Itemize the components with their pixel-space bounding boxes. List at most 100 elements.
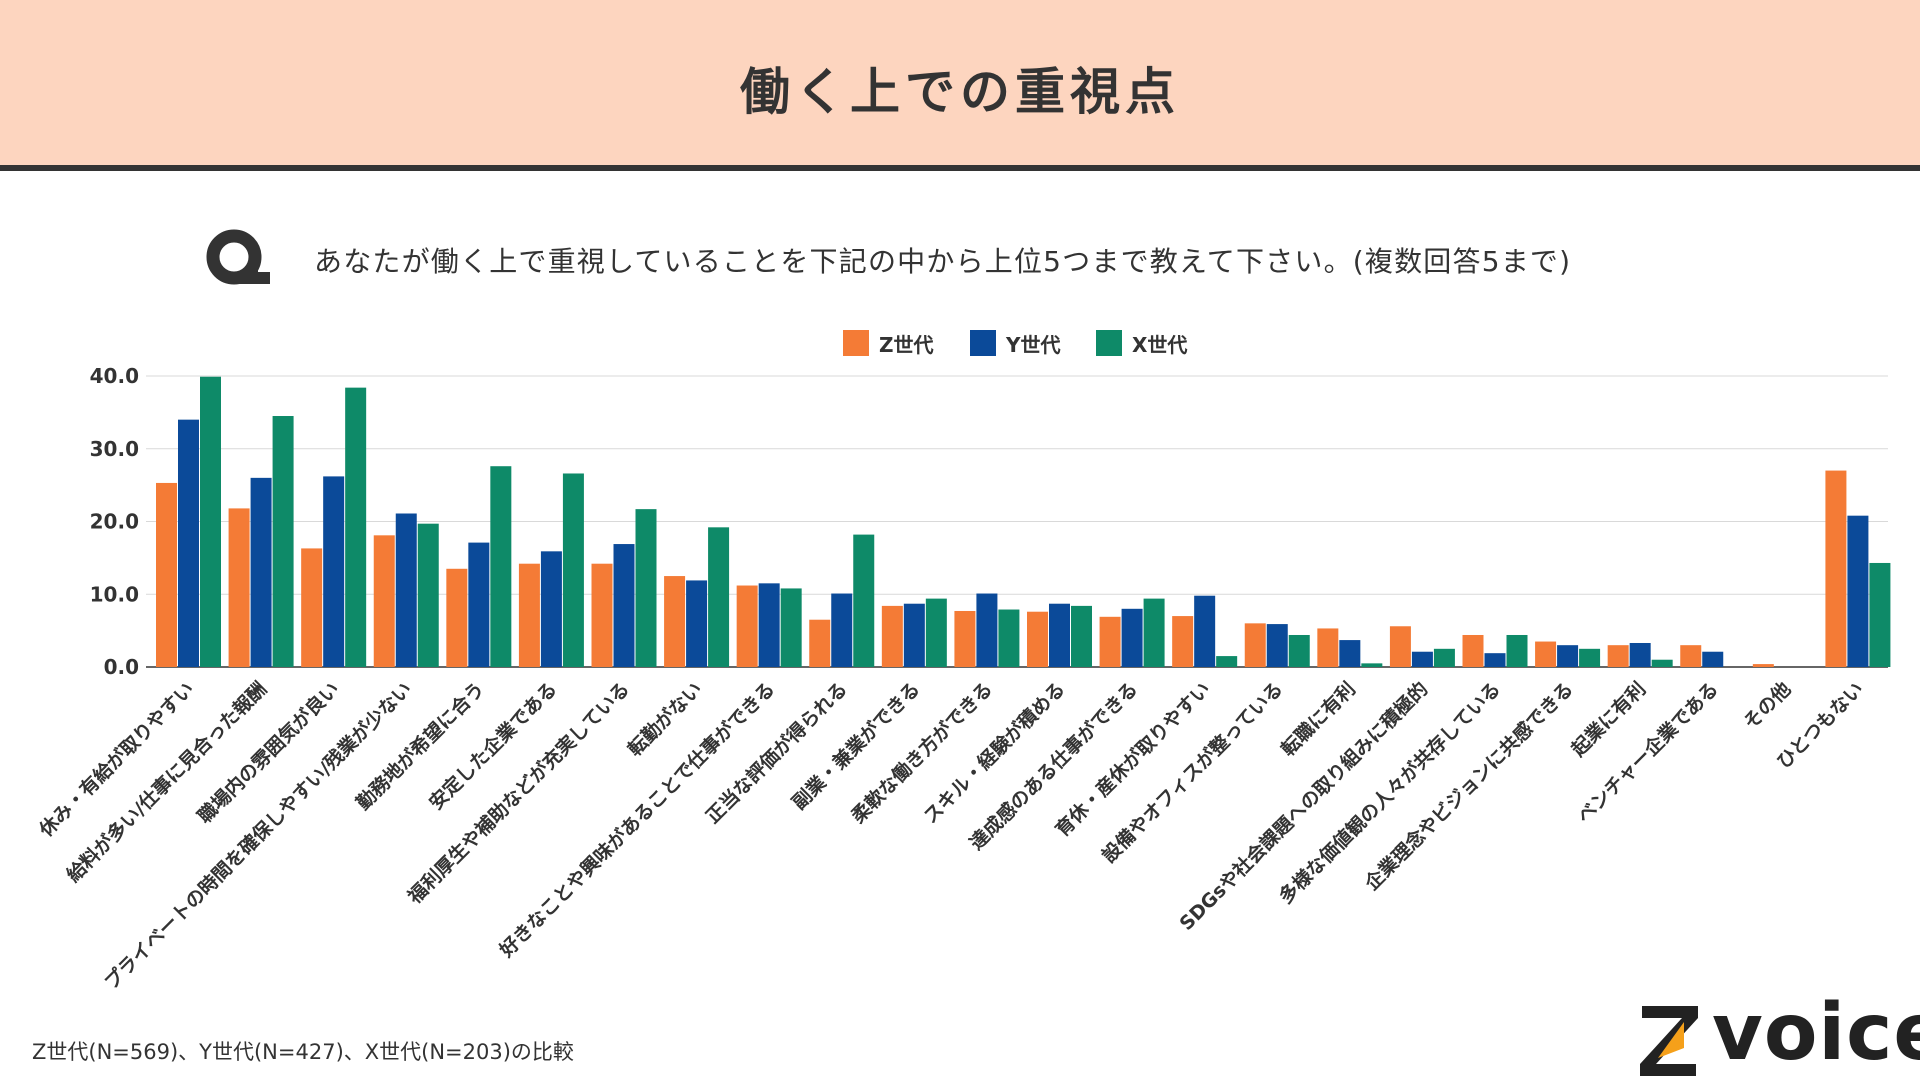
sample-size-footnote: Z世代(N=569)、Y世代(N=427)、X世代(N=203)の比較 xyxy=(32,1040,574,1064)
legend-label-y: Y世代 xyxy=(1006,332,1061,357)
y-tick-label: 30.0 xyxy=(90,437,139,461)
bar-y xyxy=(1411,651,1433,667)
bar-x xyxy=(1869,562,1891,667)
bar-x xyxy=(272,416,294,667)
bar-y xyxy=(468,542,490,667)
bar-z xyxy=(228,508,250,667)
bar-x xyxy=(998,609,1020,667)
page-title: 働く上での重視点 xyxy=(740,63,1180,121)
y-tick-label: 40.0 xyxy=(90,364,139,388)
chart-legend: Z世代 Y世代 X世代 xyxy=(0,328,1920,358)
bar-y xyxy=(540,551,562,667)
bar-y xyxy=(613,544,635,667)
bar-z xyxy=(1752,664,1774,667)
bar-z xyxy=(373,535,395,667)
bar-z xyxy=(1535,641,1557,667)
bar-y xyxy=(831,593,853,667)
bar-x xyxy=(1071,605,1092,667)
bar-z xyxy=(1680,645,1702,667)
x-tick-label: 職場内の雰囲気が良い xyxy=(193,677,344,828)
bar-z xyxy=(446,568,468,667)
legend-label-x: X世代 xyxy=(1132,332,1188,357)
legend-item-y: Y世代 xyxy=(970,328,1060,358)
bar-x xyxy=(1433,648,1455,667)
bar-y xyxy=(1847,515,1869,667)
bar-x xyxy=(490,466,512,667)
question-text: あなたが働く上で重視していることを下記の中から上位5つまで教えて下さい。(複数回… xyxy=(314,245,1572,278)
x-tick-label: スキル・経験が積める xyxy=(919,677,1070,828)
bar-x xyxy=(1288,634,1310,667)
bar-y xyxy=(758,583,780,667)
legend-swatch-z xyxy=(843,330,869,356)
bar-z xyxy=(1099,616,1121,667)
bar-z xyxy=(1462,634,1484,667)
question-q-icon xyxy=(206,229,270,285)
bar-x xyxy=(1361,663,1383,667)
bar-y xyxy=(1557,645,1579,667)
bar-y xyxy=(1049,603,1070,667)
bar-y xyxy=(686,580,708,667)
bar-z xyxy=(881,605,903,667)
bar-y xyxy=(1339,640,1361,667)
bar-x xyxy=(635,509,657,667)
bar-y xyxy=(1702,651,1724,667)
bar-z xyxy=(1172,616,1194,667)
legend-swatch-y xyxy=(970,330,996,356)
y-tick-label: 0.0 xyxy=(104,655,139,679)
legend-item-z: Z世代 xyxy=(843,328,934,358)
bar-x xyxy=(1579,648,1601,667)
x-tick-label: 柔軟な働き方ができる xyxy=(847,677,997,827)
bar-y xyxy=(1484,653,1506,667)
legend-swatch-x xyxy=(1096,330,1122,356)
bar-y xyxy=(903,603,925,667)
header-banner: 働く上での重視点 xyxy=(0,0,1920,171)
y-tick-label: 10.0 xyxy=(90,582,139,606)
x-tick-label: ベンチャー企業である xyxy=(1572,677,1722,827)
bar-x xyxy=(200,376,221,667)
bar-z xyxy=(1317,628,1339,667)
bar-z xyxy=(1027,611,1048,667)
bar-x xyxy=(780,588,802,667)
x-tick-label: 正当な評価が得られる xyxy=(701,677,852,828)
x-tick-label: その他 xyxy=(1739,677,1796,734)
x-tick-label: 安定した企業である xyxy=(424,677,561,814)
bar-x xyxy=(708,527,730,667)
bar-z xyxy=(954,610,976,667)
bar-z xyxy=(518,563,540,667)
bar-x xyxy=(345,387,367,667)
y-tick-label: 20.0 xyxy=(90,510,139,534)
bar-y xyxy=(178,419,199,667)
bar-z xyxy=(156,482,177,667)
bar-z xyxy=(1389,626,1411,667)
x-tick-label: 副業・兼業ができる xyxy=(787,677,924,814)
bar-y xyxy=(395,513,417,667)
bar-y xyxy=(1194,595,1216,667)
bar-x xyxy=(417,523,439,667)
bar-y xyxy=(1266,624,1288,667)
x-tick-label: SDGsや社会課題への取り組みに積極的 xyxy=(1175,677,1433,935)
x-tick-label: 好きなことや興味があることで仕事ができる xyxy=(494,677,779,962)
legend-item-x: X世代 xyxy=(1096,328,1187,358)
bar-x xyxy=(853,534,875,667)
bar-y xyxy=(250,477,272,667)
bar-x xyxy=(925,598,947,667)
bar-z xyxy=(736,585,758,667)
bar-x xyxy=(1506,634,1528,667)
bar-z xyxy=(1825,470,1847,667)
bar-y xyxy=(1121,608,1143,667)
bar-x xyxy=(562,473,584,667)
bar-y xyxy=(323,476,345,667)
logo-z-mark xyxy=(1640,1006,1698,1076)
bar-z xyxy=(591,563,613,667)
bar-x xyxy=(1143,598,1165,667)
bar-z xyxy=(1244,623,1266,667)
x-tick-label: 勤務地が希望に合う xyxy=(352,677,489,814)
bar-z xyxy=(1607,645,1629,667)
bar-z xyxy=(301,548,323,667)
bar-y xyxy=(1629,642,1651,667)
logo-text: voice xyxy=(1712,988,1920,1078)
bar-x xyxy=(1216,656,1238,667)
legend-label-z: Z世代 xyxy=(879,332,934,357)
zvoice-logo: voice xyxy=(1638,988,1920,1080)
